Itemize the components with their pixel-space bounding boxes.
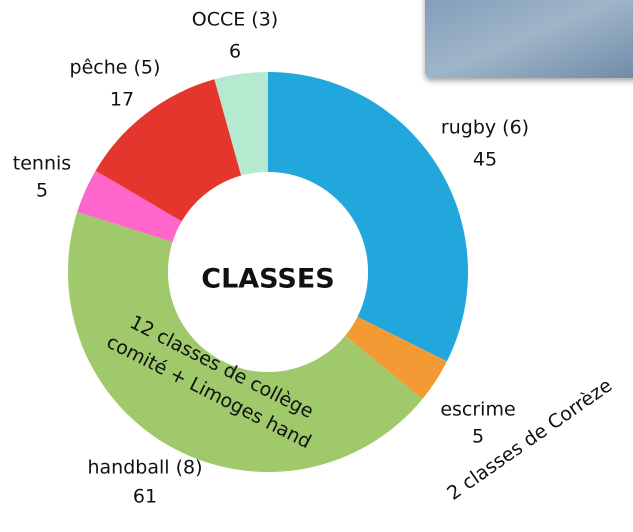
annotation: 2 classes de Corrèze	[443, 374, 616, 504]
value-label: 61	[133, 486, 157, 508]
category-label: tennis	[13, 153, 71, 175]
value-label: 6	[229, 41, 241, 63]
value-label: 17	[110, 89, 134, 111]
category-label: handball (8)	[87, 457, 202, 479]
donut-slice	[268, 72, 468, 362]
donut-slice	[214, 72, 268, 176]
donut-slice	[77, 170, 182, 242]
category-label: rugby (6)	[441, 117, 529, 139]
donut-slice	[345, 316, 447, 400]
category-label: pêche (5)	[70, 57, 161, 79]
category-label: escrime	[440, 399, 515, 421]
donut-slice	[67, 211, 423, 473]
value-label: 45	[473, 149, 497, 171]
donut-slice	[95, 79, 242, 222]
value-label: 5	[472, 426, 484, 448]
value-label: 5	[36, 180, 48, 202]
photo	[425, 0, 633, 78]
category-label: OCCE (3)	[192, 9, 278, 31]
donut-hole	[168, 172, 368, 372]
center-label: CLASSES	[201, 264, 334, 295]
donut	[67, 72, 468, 473]
